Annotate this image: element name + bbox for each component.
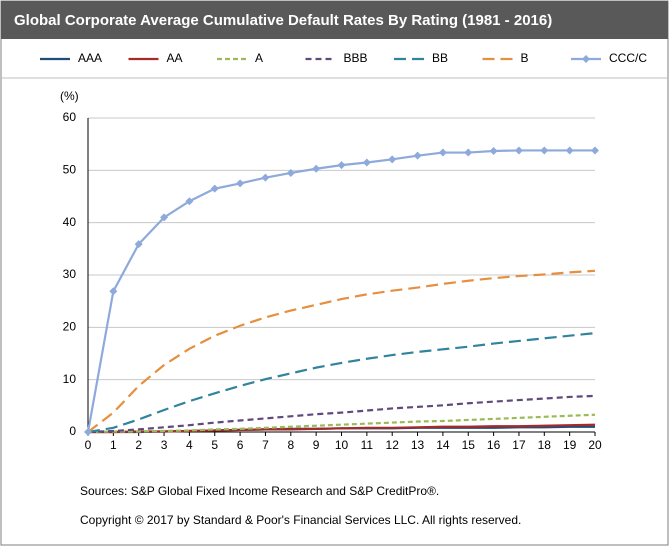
y-tick-label: 0 [69,424,76,438]
x-tick-label: 8 [287,438,294,452]
x-tick-label: 20 [588,438,602,452]
x-tick-label: 6 [237,438,244,452]
x-tick-label: 17 [512,438,526,452]
point-marker [591,146,599,155]
point-marker [261,173,270,182]
point-marker [109,287,118,296]
x-tick-label: 5 [211,438,218,452]
x-tick-label: 16 [487,438,501,452]
point-marker [134,240,143,249]
point-marker [489,146,498,155]
title-bar [1,1,668,39]
point-marker [312,164,321,173]
x-tick-label: 3 [161,438,168,452]
x-tick-label: 0 [85,438,92,452]
x-tick-label: 13 [411,438,425,452]
legend-label: BB [432,51,448,65]
point-marker [438,148,447,157]
y-tick-label: 50 [63,163,77,177]
legend-marker [582,55,590,63]
legend-label: A [255,51,263,65]
series-line [87,269,596,433]
x-tick-label: 10 [335,438,349,452]
point-marker [413,151,422,160]
y-tick-label: 20 [63,320,77,334]
point-marker [565,146,574,155]
series-line [87,394,596,434]
x-tick-label: 2 [135,438,142,452]
x-tick-label: 18 [538,438,552,452]
x-tick-label: 1 [110,438,117,452]
legend-label: BBB [344,51,368,65]
y-axis-label: (%) [60,89,79,103]
y-tick-label: 40 [63,215,77,229]
x-tick-label: 11 [361,438,374,452]
point-marker [337,161,346,170]
source-note: Sources: S&P Global Fixed Income Researc… [80,484,439,498]
point-marker [464,148,473,157]
point-marker [185,197,194,206]
point-marker [236,179,245,188]
x-tick-label: 15 [462,438,476,452]
y-tick-label: 60 [63,110,77,124]
x-tick-label: 4 [186,438,193,452]
y-tick-label: 10 [63,372,77,386]
point-marker [362,158,371,167]
y-tick-label: 30 [63,267,77,281]
x-tick-label: 9 [313,438,320,452]
x-tick-label: 12 [386,438,400,452]
x-tick-label: 19 [563,438,577,452]
series-line [87,413,596,434]
series-line [87,331,596,434]
x-tick-label: 7 [262,438,269,452]
copyright-note: Copyright © 2017 by Standard & Poor's Fi… [80,513,521,527]
legend-label: AAA [78,51,102,65]
x-tick-label: 14 [436,438,450,452]
point-marker [514,146,523,155]
point-marker [540,146,549,155]
chart-title: Global Corporate Average Cumulative Defa… [14,12,552,29]
legend-label: CCC/C [609,51,647,65]
point-marker [160,213,169,222]
legend-label: AA [167,51,183,65]
legend-label: B [521,51,529,65]
point-marker [286,168,295,177]
point-marker [210,184,219,193]
point-marker [84,428,92,436]
point-marker [388,155,397,164]
